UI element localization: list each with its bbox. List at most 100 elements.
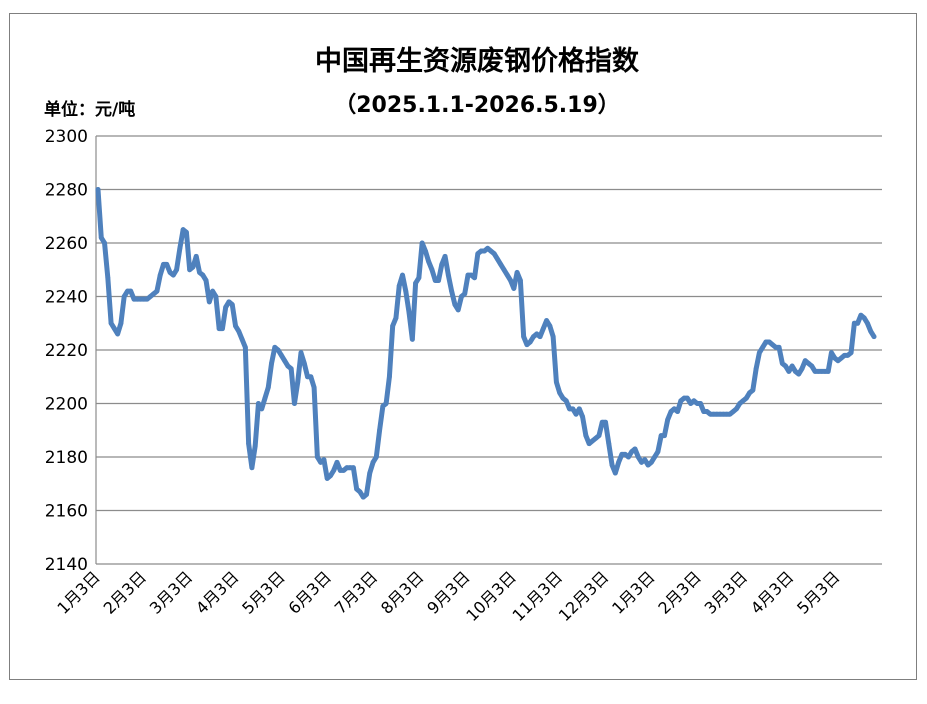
data-point	[783, 363, 788, 369]
data-point	[573, 411, 579, 417]
data-point	[829, 350, 834, 356]
data-point	[390, 323, 396, 329]
data-point	[210, 288, 216, 294]
x-tick-label: 12月3日	[555, 567, 613, 625]
data-point	[298, 350, 304, 356]
data-point	[429, 267, 435, 273]
data-point	[439, 262, 445, 267]
data-point	[269, 360, 274, 366]
data-point	[603, 419, 608, 425]
y-tick-label: 2260	[45, 234, 88, 254]
data-point	[249, 465, 255, 471]
data-point	[233, 323, 238, 329]
data-point	[757, 350, 762, 356]
x-tick-label: 1月3日	[608, 567, 658, 617]
data-point	[776, 344, 782, 350]
data-point	[681, 395, 687, 401]
data-point	[472, 275, 477, 281]
data-point	[531, 334, 536, 340]
data-point	[629, 449, 635, 455]
data-point	[793, 369, 798, 374]
data-point	[845, 352, 851, 358]
data-point	[423, 248, 428, 254]
data-point	[848, 350, 854, 356]
data-point	[187, 267, 193, 273]
data-point	[213, 294, 219, 299]
data-point	[806, 360, 811, 366]
data-point	[377, 427, 382, 433]
data-point	[105, 275, 111, 281]
data-point	[147, 294, 153, 299]
data-point	[619, 451, 625, 457]
data-point	[406, 310, 412, 315]
data-point	[282, 358, 288, 364]
data-point	[380, 403, 386, 409]
data-point	[698, 401, 703, 406]
data-point	[622, 451, 628, 457]
data-point	[835, 358, 841, 364]
x-tick-label: 5月3日	[793, 567, 843, 617]
data-point	[737, 401, 743, 406]
data-point	[632, 446, 638, 452]
data-point	[799, 366, 805, 372]
data-point	[704, 409, 710, 414]
data-point	[802, 358, 808, 364]
data-point	[540, 326, 546, 331]
data-point	[753, 366, 759, 372]
y-tick-label: 2160	[45, 502, 88, 522]
data-point	[688, 401, 694, 406]
x-tick-label: 5月3日	[238, 567, 288, 617]
x-tick-label: 4月3日	[747, 567, 797, 617]
x-tick-label: 8月3日	[377, 567, 427, 617]
data-point	[612, 470, 618, 476]
data-point	[514, 270, 520, 275]
price-index-chart: 中国再生资源废钢价格指数 （2025.1.1-2026.5.19） 单位：元/吨…	[44, 45, 882, 625]
data-point	[373, 454, 379, 460]
data-point	[409, 336, 415, 342]
data-point	[272, 344, 278, 350]
data-point	[413, 280, 418, 286]
data-point	[861, 315, 867, 321]
data-point	[655, 449, 661, 455]
data-point	[567, 406, 572, 412]
data-point	[537, 334, 543, 340]
data-point	[576, 406, 582, 412]
data-point	[220, 326, 225, 331]
data-point	[262, 395, 268, 401]
data-point	[455, 307, 461, 313]
data-point	[396, 283, 402, 289]
data-point	[134, 296, 140, 302]
data-point	[508, 278, 513, 283]
data-point	[229, 302, 235, 307]
data-point	[331, 467, 337, 473]
data-point	[609, 462, 615, 468]
data-point	[341, 467, 346, 473]
y-tick-label: 2240	[45, 288, 88, 308]
data-point	[449, 288, 455, 294]
y-tick-label: 2180	[45, 448, 88, 468]
data-point	[436, 278, 441, 283]
data-point	[334, 459, 340, 465]
x-tick-label: 4月3日	[192, 567, 242, 617]
data-point	[734, 406, 739, 412]
data-point	[511, 286, 517, 291]
unit-label: 单位：元/吨	[44, 99, 135, 120]
data-point	[328, 473, 333, 479]
data-point	[357, 489, 363, 495]
data-point	[468, 272, 474, 278]
data-point	[118, 320, 124, 326]
data-point	[842, 352, 847, 358]
data-point	[288, 366, 294, 372]
data-point	[645, 462, 651, 468]
data-point	[642, 457, 648, 463]
data-point	[766, 339, 772, 345]
data-point	[177, 245, 183, 251]
data-point	[360, 494, 366, 500]
data-point	[563, 398, 569, 404]
x-tick-label: 3月3日	[146, 567, 196, 617]
data-point	[495, 256, 500, 262]
data-point	[521, 334, 527, 340]
data-point	[393, 315, 399, 321]
y-tick-label: 2220	[45, 341, 88, 361]
data-point	[485, 245, 491, 251]
